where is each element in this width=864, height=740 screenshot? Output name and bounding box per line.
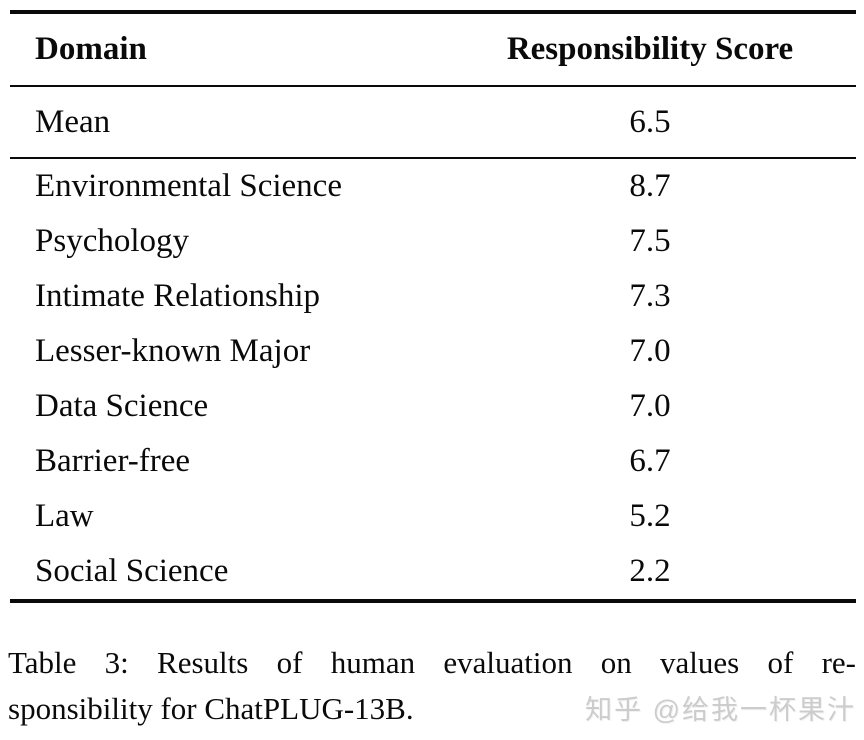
table-row: Lesser-known Major 7.0 (10, 324, 856, 379)
header-divider-rule (10, 85, 856, 87)
table-caption: Table 3: Results of human evaluation on … (8, 640, 856, 732)
table-bottom-rule (10, 599, 856, 603)
cell-score: 5.2 (629, 498, 671, 534)
cell-domain: Mean (35, 103, 111, 140)
cell-score: 7.0 (629, 388, 671, 424)
table-row: Barrier-free 6.7 (10, 434, 856, 489)
cell-domain: Data Science (35, 388, 209, 424)
cell-domain: Psychology (35, 223, 190, 259)
table-top-rule (10, 10, 856, 14)
cell-score: 2.2 (629, 553, 671, 589)
cell-domain: Environmental Science (35, 168, 342, 204)
cell-score: 7.0 (629, 333, 671, 369)
table-row: Psychology 7.5 (10, 214, 856, 269)
cell-domain: Lesser-known Major (35, 333, 311, 369)
cell-score: 6.7 (629, 443, 671, 479)
zhihu-watermark: 知乎 @给我一杯果汁 (585, 695, 856, 725)
table-row: Social Science 2.2 (10, 544, 856, 599)
cell-score: 7.5 (629, 223, 671, 259)
table-row: Data Science 7.0 (10, 379, 856, 434)
cell-domain: Law (35, 498, 94, 534)
cell-score: 6.5 (629, 103, 671, 140)
cell-score: 8.7 (629, 168, 671, 204)
table-row-mean: Mean 6.5 (10, 87, 856, 157)
cell-domain: Intimate Relationship (35, 278, 321, 314)
table-row: Intimate Relationship 7.3 (10, 269, 856, 324)
caption-line-1: Table 3: Results of human evaluation on … (8, 645, 856, 680)
cell-domain: Barrier-free (35, 443, 191, 479)
table-row: Environmental Science 8.7 (10, 159, 856, 214)
results-table: Domain Responsibility Score Mean 6.5 Env… (10, 10, 856, 603)
column-header-score: Responsibility Score (506, 31, 794, 67)
table-row: Law 5.2 (10, 489, 856, 544)
mean-divider-rule (10, 157, 856, 159)
caption-line-2: sponsibility for ChatPLUG-13B. (8, 691, 414, 726)
table-header-row: Domain Responsibility Score (10, 14, 856, 85)
cell-domain: Social Science (35, 553, 229, 589)
column-header-domain: Domain (35, 31, 147, 67)
cell-score: 7.3 (629, 278, 671, 314)
